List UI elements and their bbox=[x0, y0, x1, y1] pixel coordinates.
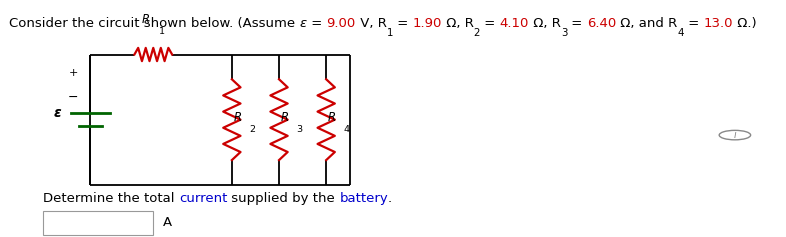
Text: 4: 4 bbox=[678, 28, 684, 38]
Text: =: = bbox=[480, 17, 500, 30]
Text: 1.90: 1.90 bbox=[413, 17, 442, 30]
Text: 6.40: 6.40 bbox=[587, 17, 616, 30]
Text: battery: battery bbox=[340, 192, 388, 205]
Text: 2: 2 bbox=[474, 28, 480, 38]
Text: 3: 3 bbox=[561, 28, 567, 38]
Text: .: . bbox=[388, 192, 392, 205]
Text: 1: 1 bbox=[387, 28, 393, 38]
Text: Consider the circuit shown below. (Assume: Consider the circuit shown below. (Assum… bbox=[9, 17, 299, 30]
Text: 1: 1 bbox=[159, 27, 165, 36]
Text: Determine the total: Determine the total bbox=[43, 192, 179, 205]
Text: 3: 3 bbox=[296, 125, 303, 134]
Text: i: i bbox=[733, 130, 736, 140]
Text: R: R bbox=[233, 111, 241, 124]
Text: A: A bbox=[163, 216, 172, 229]
Text: V, R: V, R bbox=[356, 17, 387, 30]
Text: Ω, and R: Ω, and R bbox=[616, 17, 678, 30]
FancyBboxPatch shape bbox=[43, 211, 153, 235]
Text: 9.00: 9.00 bbox=[326, 17, 356, 30]
Text: 13.0: 13.0 bbox=[703, 17, 733, 30]
Text: R: R bbox=[281, 111, 288, 124]
Text: current: current bbox=[179, 192, 227, 205]
Text: R: R bbox=[328, 111, 336, 124]
Text: 4: 4 bbox=[343, 125, 350, 134]
Text: ε: ε bbox=[53, 105, 61, 120]
Text: Ω.): Ω.) bbox=[733, 17, 757, 30]
Text: +: + bbox=[68, 68, 78, 78]
Text: 2: 2 bbox=[249, 125, 255, 134]
Text: Ω, R: Ω, R bbox=[529, 17, 561, 30]
Text: ε: ε bbox=[299, 17, 307, 30]
Text: =: = bbox=[393, 17, 413, 30]
Text: −: − bbox=[68, 91, 79, 104]
Text: supplied by the: supplied by the bbox=[227, 192, 340, 205]
Text: =: = bbox=[684, 17, 703, 30]
Text: 4.10: 4.10 bbox=[500, 17, 529, 30]
Text: Ω, R: Ω, R bbox=[442, 17, 474, 30]
Text: =: = bbox=[307, 17, 326, 30]
Text: R: R bbox=[141, 13, 149, 26]
Text: =: = bbox=[567, 17, 587, 30]
